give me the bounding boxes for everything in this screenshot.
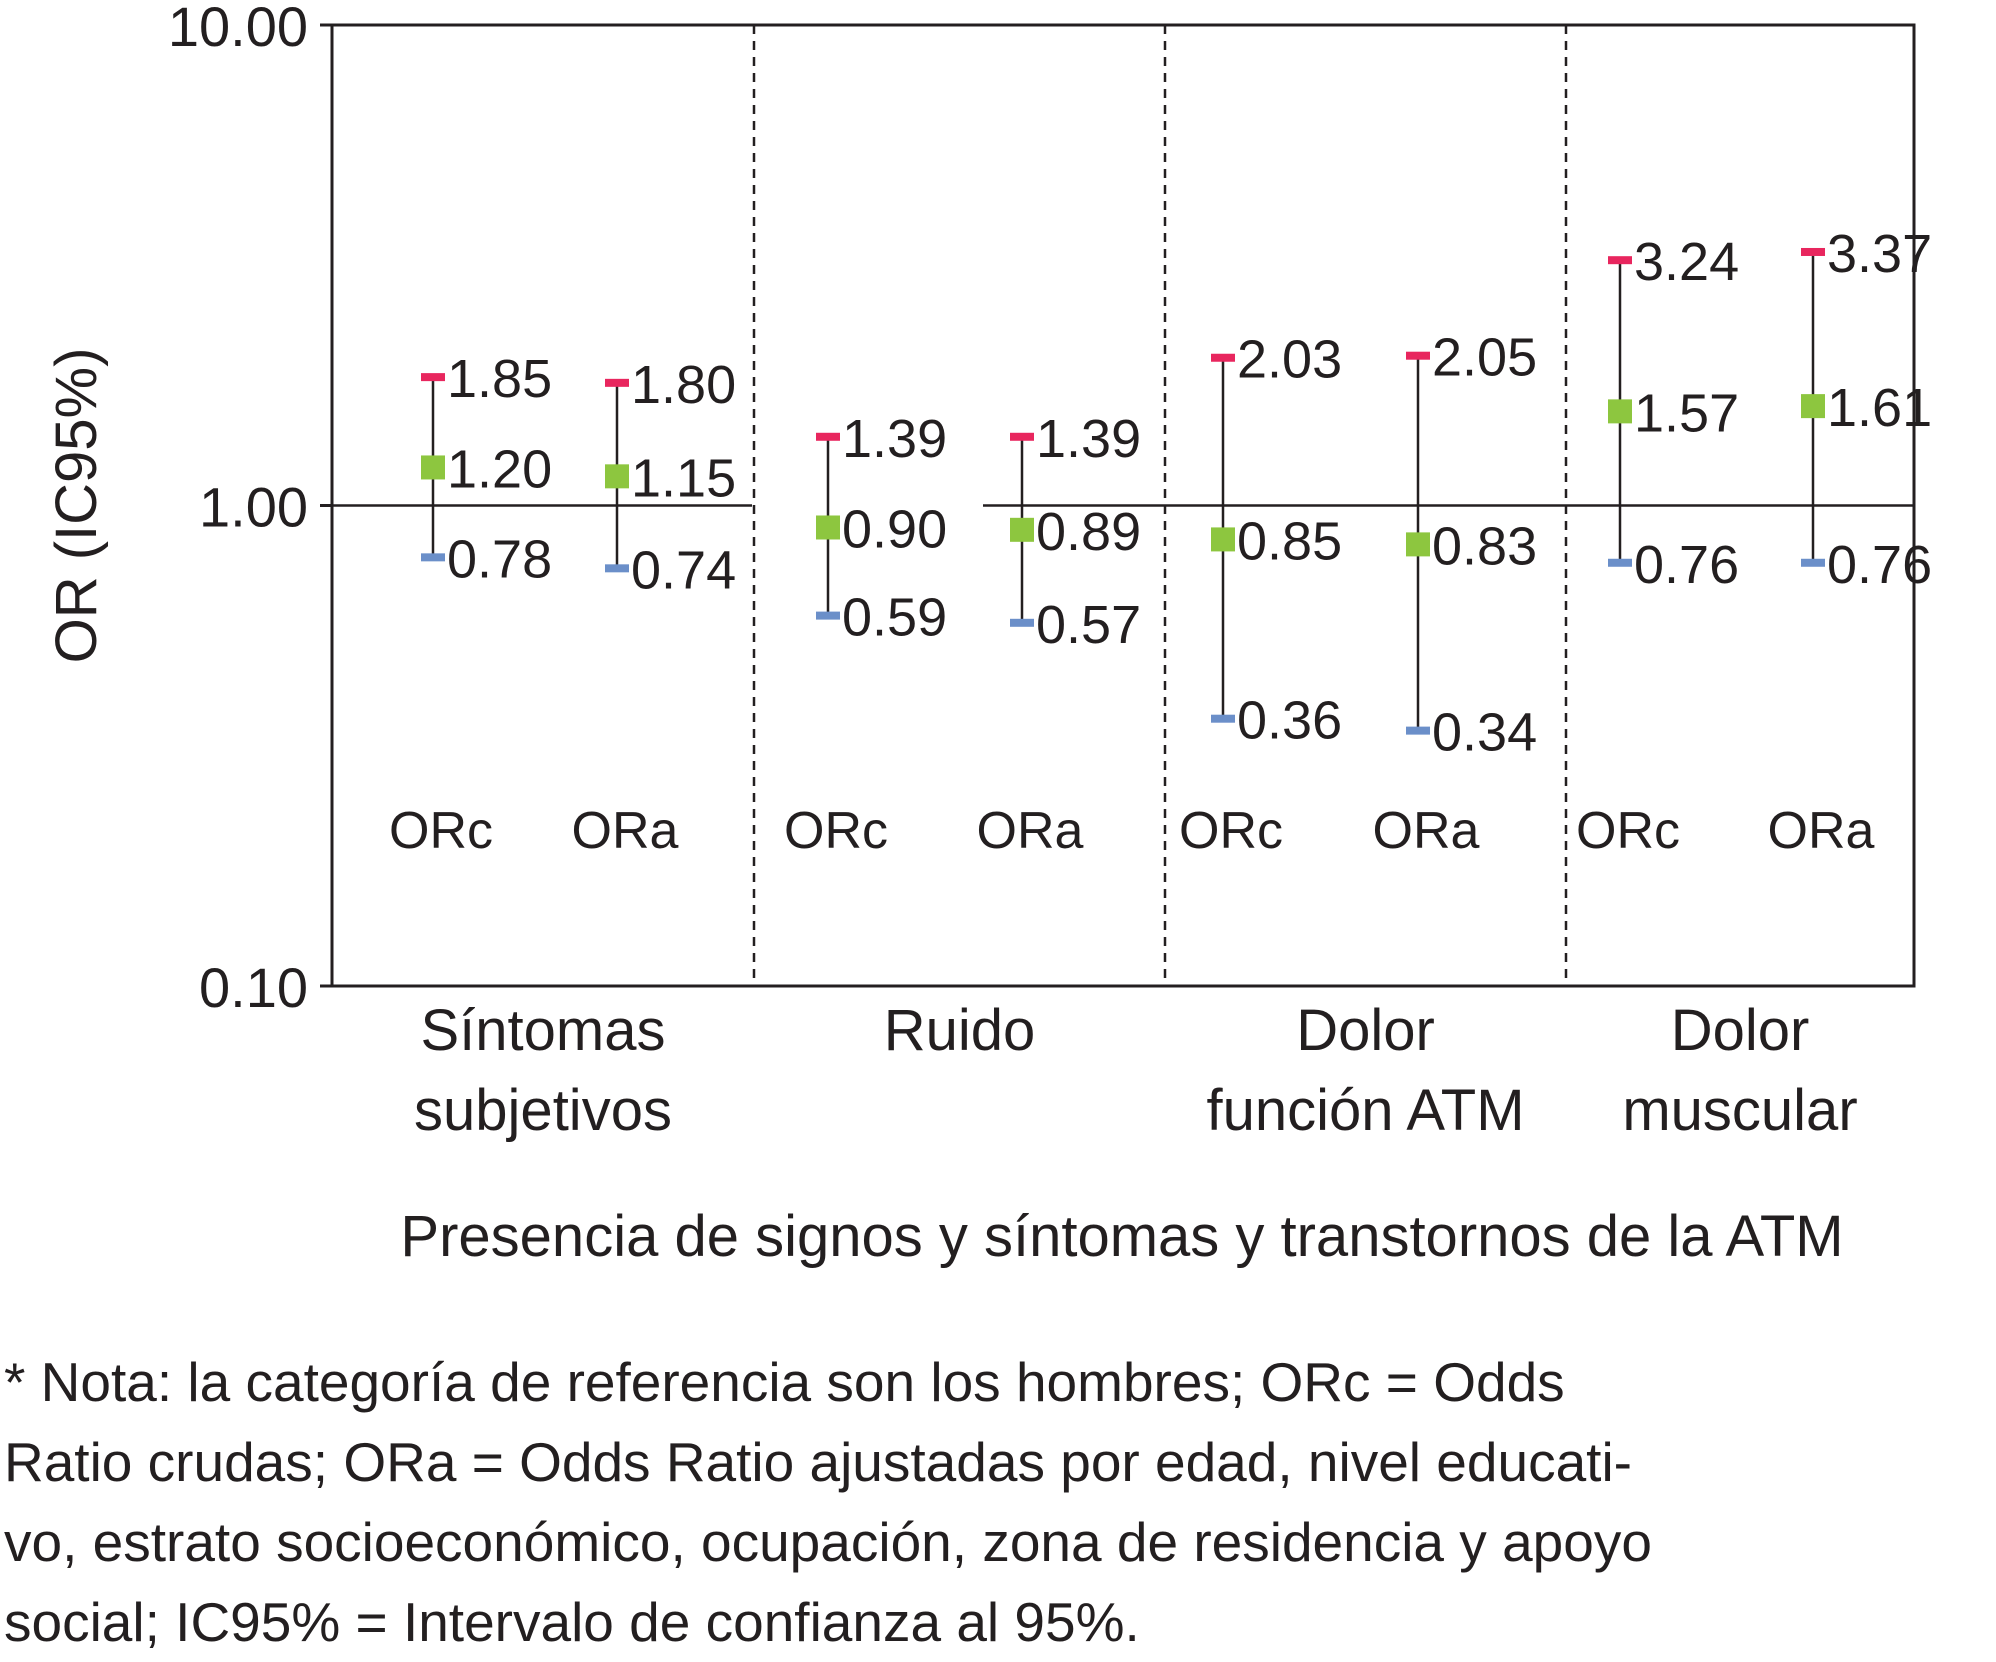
or-value-label: 0.89 (1036, 502, 1141, 562)
x-axis-label: Presencia de signos y síntomas y transto… (400, 1204, 1843, 1269)
lower-ci-marker (1608, 558, 1632, 567)
estimate-type-label: ORa (1373, 802, 1480, 860)
category-label: Ruido (884, 998, 1036, 1063)
lower-ci-label: 0.76 (1634, 535, 1739, 595)
estimate-type-label: ORc (1179, 802, 1283, 860)
lower-ci-marker (1211, 714, 1235, 723)
lower-ci-label: 0.36 (1237, 691, 1342, 751)
lower-ci-label: 0.76 (1827, 535, 1932, 595)
or-point (816, 515, 840, 540)
upper-ci-label: 3.37 (1827, 224, 1932, 284)
y-tick-label: 1.00 (199, 476, 308, 539)
upper-ci-marker (1406, 351, 1430, 360)
lower-ci-label: 0.59 (842, 588, 947, 648)
or-value-label: 1.61 (1827, 378, 1932, 438)
y-axis-label: OR (IC95%) (44, 348, 109, 664)
category-label: Dolor (1296, 998, 1435, 1063)
or-value-label: 1.20 (447, 439, 552, 499)
or-value-label: 0.90 (842, 499, 947, 559)
upper-ci-marker (605, 378, 629, 387)
upper-ci-label: 1.80 (631, 355, 736, 415)
or-point (1211, 527, 1235, 552)
footnote-line: vo, estrato socioeconómico, ocupación, z… (4, 1511, 1652, 1573)
or-point (1801, 394, 1825, 419)
estimate-type-label: ORa (572, 802, 679, 860)
category-label: función ATM (1206, 1078, 1524, 1143)
lower-ci-marker (421, 553, 445, 562)
y-tick-label: 10.00 (168, 0, 308, 58)
or-point (421, 455, 445, 480)
footnote: * Nota: la categoría de referencia son l… (4, 1342, 1990, 1662)
estimate-type-label: ORc (784, 802, 888, 860)
or-point (1608, 399, 1632, 424)
upper-ci-label: 2.05 (1432, 328, 1537, 388)
upper-ci-marker (1608, 256, 1632, 265)
upper-ci-label: 3.24 (1634, 232, 1739, 292)
upper-ci-marker (1801, 247, 1825, 256)
lower-ci-marker (1801, 558, 1825, 567)
or-point (1406, 532, 1430, 557)
lower-ci-label: 0.74 (631, 540, 736, 600)
lower-ci-marker (816, 611, 840, 620)
or-point (605, 464, 629, 489)
chart-marks: 1.85 1.20 0.78 1.80 1.15 0.74 1.39 0.90 0.59 1.39… (421, 224, 1932, 763)
lower-ci-marker (605, 564, 629, 573)
footnote-line: Ratio crudas; ORa = Odds Ratio ajustadas… (4, 1431, 1632, 1493)
upper-ci-marker (1010, 432, 1034, 441)
upper-ci-marker (816, 432, 840, 441)
y-axis-ticks: 10.00 1.00 0.10 (168, 0, 332, 1019)
plot-frame (330, 23, 1916, 988)
estimate-type-label: ORc (1576, 802, 1680, 860)
category-label: muscular (1622, 1078, 1857, 1143)
category-label: subjetivos (414, 1078, 672, 1143)
estimate-type-label: ORa (1768, 802, 1875, 860)
category-label: Síntomas (421, 998, 666, 1063)
y-tick-label: 0.10 (199, 956, 308, 1019)
upper-ci-label: 1.39 (1036, 409, 1141, 469)
lower-ci-marker (1406, 726, 1430, 735)
category-label: Dolor (1671, 998, 1810, 1063)
or-value-label: 0.85 (1237, 511, 1342, 571)
footnote-line: * Nota: la categoría de referencia son l… (4, 1351, 1565, 1413)
lower-ci-label: 0.34 (1432, 703, 1537, 763)
upper-ci-marker (421, 373, 445, 382)
or-value-label: 1.57 (1634, 383, 1739, 443)
upper-ci-label: 2.03 (1237, 330, 1342, 390)
category-labels: ORc ORa Síntomas subjetivos ORc ORa Ruido ORc OR… (389, 802, 1875, 1143)
or-value-label: 0.83 (1432, 516, 1537, 576)
or-point (1010, 517, 1034, 542)
lower-ci-label: 0.57 (1036, 595, 1141, 655)
lower-ci-label: 0.78 (447, 529, 552, 589)
upper-ci-label: 1.39 (842, 409, 947, 469)
estimate-type-label: ORa (977, 802, 1084, 860)
or-value-label: 1.15 (631, 448, 736, 508)
lower-ci-marker (1010, 618, 1034, 627)
upper-ci-label: 1.85 (447, 349, 552, 409)
estimate-type-label: ORc (389, 802, 493, 860)
upper-ci-marker (1211, 353, 1235, 362)
footnote-line: social; IC95% = Intervalo de confianza a… (4, 1591, 1140, 1653)
or-forest-chart: 10.001.000.10 1.851.200.781.801.150.741.… (44, 0, 1932, 1269)
